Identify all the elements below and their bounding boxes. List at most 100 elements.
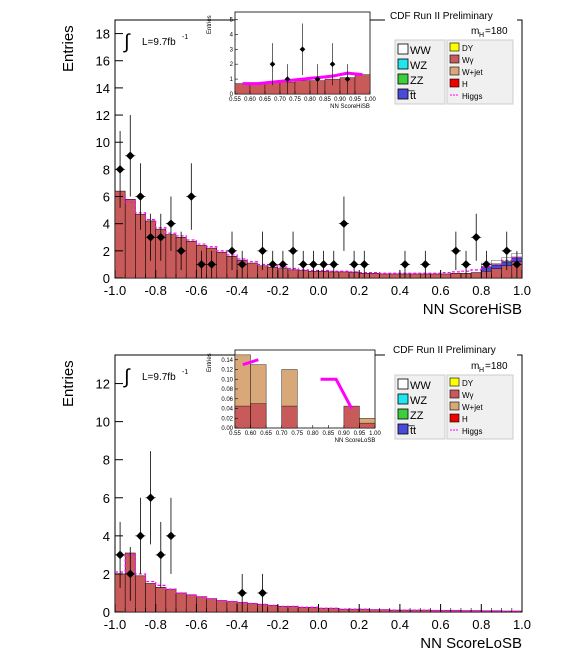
data-point (187, 192, 196, 201)
legend-swatch (397, 393, 409, 405)
inset-x-tick-label: 0.75 (289, 97, 301, 103)
stack-bar (216, 251, 228, 279)
legend-label: ZZ (410, 410, 424, 422)
data-point (339, 219, 349, 228)
stack-bar (135, 575, 146, 613)
legend-swatch (449, 78, 460, 88)
inset-stack-bar (234, 83, 251, 95)
x-axis-label: NN ScoreHiSB (423, 301, 522, 318)
x-tick-label: 0.6 (432, 283, 450, 298)
data-point (227, 246, 237, 256)
x-tick-label: 0.6 (432, 617, 450, 632)
x-tick-label: -0.4 (226, 283, 248, 298)
y-tick-label: 8 (103, 453, 110, 468)
x-tick-label: 0.4 (391, 617, 409, 632)
inset-x-tick-label: 0.65 (260, 431, 272, 437)
x-tick-label: 0.4 (391, 283, 409, 298)
inset-x-tick-label: 0.80 (307, 431, 319, 437)
x-tick-label: 0.0 (309, 283, 327, 298)
inset-x-tick-label: 0.70 (274, 97, 286, 103)
inset-higgs-band (242, 71, 363, 86)
inset-x-tick-label: 0.95 (354, 431, 366, 437)
inset-y-tick-label: 0 (230, 92, 234, 98)
y-tick-label: 18 (96, 27, 110, 42)
legend-label: t̅t (407, 425, 416, 437)
inset-x-tick-label: 0.95 (349, 97, 361, 103)
legend-swatch (397, 43, 409, 55)
legend-swatch (449, 42, 460, 52)
inset-y-tick-label: 0.12 (221, 368, 233, 374)
inset-x-tick-label: 0.60 (245, 431, 257, 437)
y-axis-label: Entries (60, 25, 77, 72)
x-tick-label: -0.2 (267, 283, 289, 298)
stack-bar (389, 273, 401, 279)
inset-y-tick-label: 5 (230, 17, 234, 23)
inset-wg-bar (359, 422, 376, 429)
inset-stack-bar (249, 83, 266, 95)
x-tick-label: 0.2 (350, 283, 368, 298)
y-tick-label: 12 (96, 108, 110, 123)
inset-y-tick-label: 2 (230, 62, 234, 68)
main-plot-losb: -1.0 -0.8 -0.6 -0.4 -0.2 0.0 0.2 0.4 0.6 0.8 1.002… (96, 377, 532, 632)
mass-label: m H =180 (471, 361, 508, 374)
inset-data-point (344, 76, 351, 82)
data-point (512, 260, 522, 269)
stack-bar (440, 273, 452, 279)
inset-y-tick-label: 0.04 (221, 407, 233, 413)
inset-x-tick-label: 0.90 (334, 97, 346, 103)
stack-bar (430, 273, 441, 279)
legend-hisb: WW WZ ZZ t̅t DY Wγ W+jet H Higgs (394, 39, 514, 105)
stack-component (491, 260, 502, 264)
stack-bar (247, 262, 258, 279)
legend-swatch (397, 58, 409, 70)
y-tick-label: 2 (103, 244, 110, 259)
data-point (288, 246, 298, 256)
inset-y-tick-label: 0.08 (221, 387, 233, 393)
legend-swatch (449, 389, 460, 399)
x-tick-label: -0.8 (144, 617, 166, 632)
inset-y-tick-label: 3 (230, 47, 234, 53)
stack-bar (165, 588, 177, 613)
mass-value: =180 (485, 361, 508, 372)
data-point (400, 260, 410, 269)
y-tick-label: 2 (103, 567, 110, 582)
data-point (451, 246, 461, 256)
inset-x-tick-label: 0.60 (244, 97, 256, 103)
inset-y-tick-label: 0.14 (221, 358, 233, 364)
stack-component (491, 264, 502, 269)
stack-bar (247, 603, 258, 613)
inset-plot-hisb: 0.55 0.60 0.65 0.70 0.75 0.80 0.85 0.90 0.95 1.00… (207, 11, 376, 110)
stack-bar (369, 272, 380, 279)
data-point (115, 165, 125, 174)
x-tick-label: -0.4 (226, 617, 248, 632)
legend-label: H (462, 415, 468, 424)
data-point (207, 260, 216, 269)
data-point (349, 260, 359, 269)
x-tick-label: -1.0 (104, 283, 126, 298)
legend-label: W+jet (462, 68, 483, 77)
legend-label: Higgs (462, 427, 482, 436)
data-point (268, 260, 277, 269)
data-point (360, 260, 369, 269)
data-point (136, 192, 145, 201)
data-point (237, 260, 247, 269)
mass-sub: H (479, 32, 484, 39)
data-point (146, 233, 155, 242)
legend-swatch (449, 401, 460, 411)
stack-bar (277, 606, 289, 613)
x-axis-label: NN ScoreLoSB (420, 635, 522, 652)
inset-wg-bar (343, 405, 360, 429)
stack-bar (267, 605, 279, 613)
y-tick-label: 10 (96, 135, 110, 150)
stack-bar (287, 269, 299, 279)
inset-y-tick-label: 0.00 (221, 426, 233, 432)
y-tick-label: 0 (103, 605, 110, 620)
x-tick-label: 0.8 (472, 617, 490, 632)
stack-bar (409, 273, 421, 279)
stack-bar (185, 594, 197, 613)
legend-swatch (397, 88, 409, 100)
x-tick-label: -0.6 (185, 617, 207, 632)
data-point (421, 260, 430, 269)
legend-swatch (449, 377, 460, 387)
data-point (156, 233, 166, 242)
